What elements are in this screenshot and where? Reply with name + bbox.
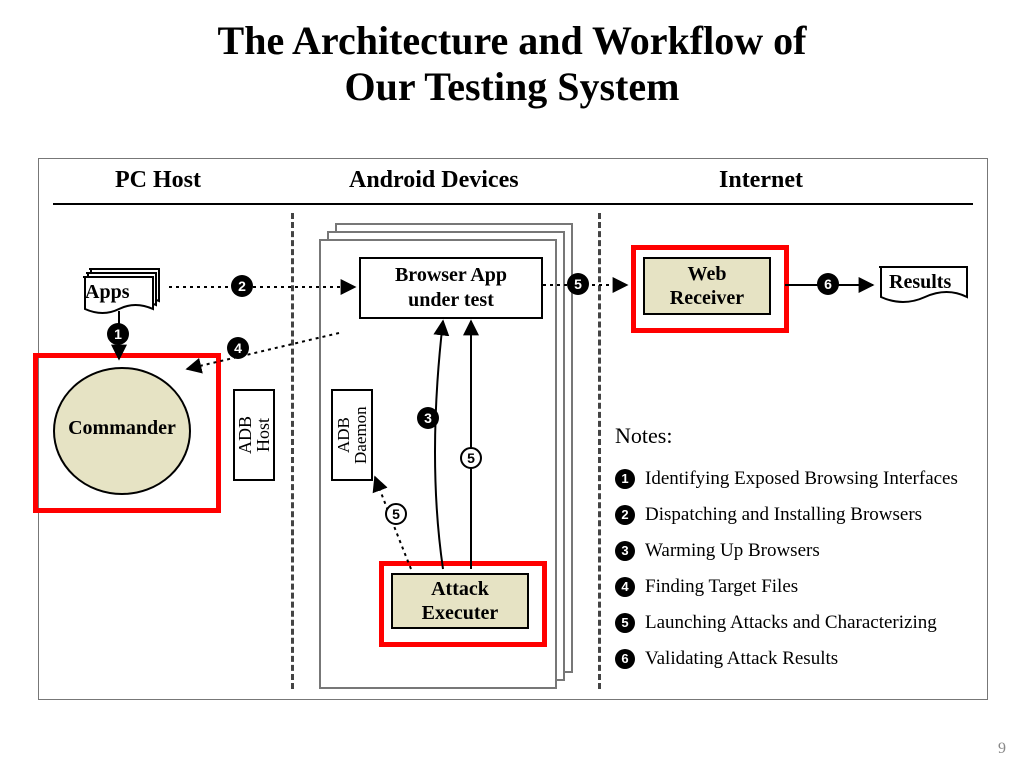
edge-badge-2: 2 — [231, 275, 253, 297]
note-text: Launching Attacks and Characterizing — [645, 605, 937, 641]
browser-app-l1: Browser App — [361, 263, 541, 288]
browser-app-l2: under test — [361, 288, 541, 313]
slide: The Architecture and Workflow of Our Tes… — [0, 0, 1024, 768]
web-recv-l1: Web — [645, 262, 769, 286]
col-header-internet: Internet — [719, 167, 803, 194]
note-row: 5 Launching Attacks and Characterizing — [615, 605, 958, 641]
note-text: Identifying Exposed Browsing Interfaces — [645, 461, 958, 497]
adb-host-label: ADBHost — [235, 391, 273, 479]
col-header-android: Android Devices — [349, 167, 519, 194]
note-badge: 4 — [615, 577, 635, 597]
note-text: Validating Attack Results — [645, 641, 838, 677]
col-header-pc-host: PC Host — [115, 167, 201, 194]
note-badge: 5 — [615, 613, 635, 633]
divider-2 — [598, 213, 601, 689]
edge-badge-4: 4 — [227, 337, 249, 359]
note-badge: 3 — [615, 541, 635, 561]
note-row: 4 Finding Target Files — [615, 569, 958, 605]
note-badge: 6 — [615, 649, 635, 669]
note-text: Finding Target Files — [645, 569, 798, 605]
web-receiver-node: Web Receiver — [643, 257, 771, 315]
edge-badge-5c: 5 — [567, 273, 589, 295]
note-text: Dispatching and Installing Browsers — [645, 497, 922, 533]
slide-title: The Architecture and Workflow of Our Tes… — [0, 18, 1024, 110]
apps-node: Apps — [75, 267, 165, 326]
note-row: 3 Warming Up Browsers — [615, 533, 958, 569]
note-row: 6 Validating Attack Results — [615, 641, 958, 677]
apps-label: Apps — [85, 281, 129, 304]
note-badge: 1 — [615, 469, 635, 489]
commander-label: Commander — [63, 417, 181, 440]
edge-badge-3: 3 — [417, 407, 439, 429]
notes-list: 1 Identifying Exposed Browsing Interfaces… — [615, 461, 958, 677]
adb-host-node: ADBHost — [233, 389, 275, 481]
title-line-2: Our Testing System — [345, 64, 680, 109]
notes-heading: Notes: — [615, 415, 958, 457]
results-label: Results — [889, 271, 951, 294]
page-number: 9 — [998, 740, 1006, 758]
note-row: 1 Identifying Exposed Browsing Interfaces — [615, 461, 958, 497]
results-node: Results — [875, 263, 975, 316]
adb-daemon-node: ADBDaemon — [331, 389, 373, 481]
attack-exec-l1: Attack — [393, 577, 527, 601]
notes-section: Notes: 1 Identifying Exposed Browsing Int… — [615, 415, 958, 677]
edge-badge-6: 6 — [817, 273, 839, 295]
web-recv-l2: Receiver — [645, 286, 769, 310]
adb-daemon-label: ADBDaemon — [333, 391, 371, 479]
note-badge: 2 — [615, 505, 635, 525]
attack-exec-l2: Executer — [393, 601, 527, 625]
architecture-diagram: PC Host Android Devices Internet Apps — [38, 158, 988, 700]
header-rule — [53, 203, 973, 205]
note-text: Warming Up Browsers — [645, 533, 820, 569]
browser-app-node: Browser App under test — [359, 257, 543, 319]
attack-executer-node: Attack Executer — [391, 573, 529, 629]
edge-badge-5a: 5 — [460, 447, 482, 469]
divider-1 — [291, 213, 294, 689]
edge-badge-5b: 5 — [385, 503, 407, 525]
note-row: 2 Dispatching and Installing Browsers — [615, 497, 958, 533]
title-line-1: The Architecture and Workflow of — [218, 18, 807, 63]
edge-badge-1: 1 — [107, 323, 129, 345]
